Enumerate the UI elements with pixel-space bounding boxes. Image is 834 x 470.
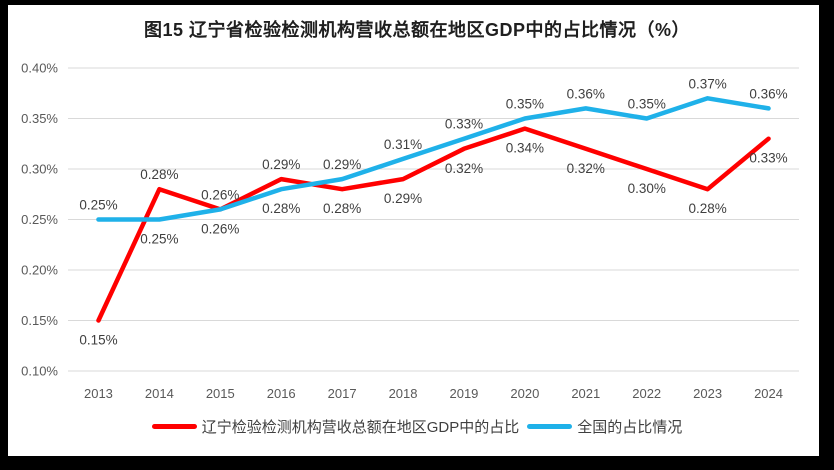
x-axis-tick-label: 2021 bbox=[571, 386, 600, 401]
data-label: 0.31% bbox=[384, 137, 422, 152]
x-axis-tick-label: 2013 bbox=[84, 386, 113, 401]
y-axis-tick-label: 0.40% bbox=[21, 61, 58, 76]
x-axis-tick-label: 2015 bbox=[206, 386, 235, 401]
data-label: 0.28% bbox=[262, 201, 300, 216]
data-label: 0.32% bbox=[445, 161, 483, 176]
y-axis-tick-label: 0.15% bbox=[21, 313, 58, 328]
legend-item-national: 全国的占比情况 bbox=[527, 416, 682, 437]
y-axis-tick-label: 0.20% bbox=[21, 263, 58, 278]
data-label: 0.28% bbox=[140, 167, 178, 182]
data-label: 0.28% bbox=[688, 201, 726, 216]
data-label: 0.26% bbox=[201, 187, 239, 202]
y-axis-tick-label: 0.25% bbox=[21, 212, 58, 227]
x-axis-tick-label: 2016 bbox=[267, 386, 296, 401]
x-axis-tick-label: 2022 bbox=[632, 386, 661, 401]
data-label: 0.36% bbox=[749, 86, 787, 101]
x-axis-tick-label: 2014 bbox=[145, 386, 174, 401]
chart-legend: 辽宁检验检测机构营收总额在地区GDP中的占比 全国的占比情况 bbox=[0, 416, 834, 437]
data-label: 0.29% bbox=[323, 157, 361, 172]
legend-label-liaoning: 辽宁检验检测机构营收总额在地区GDP中的占比 bbox=[201, 419, 520, 436]
x-axis-tick-label: 2023 bbox=[693, 386, 722, 401]
data-label: 0.32% bbox=[567, 161, 605, 176]
data-label: 0.29% bbox=[262, 157, 300, 172]
data-label: 0.25% bbox=[79, 198, 117, 213]
red-line-swatch-icon bbox=[151, 424, 197, 429]
y-axis-tick-label: 0.30% bbox=[21, 162, 58, 177]
chart-title: 图15 辽宁省检验检测机构营收总额在地区GDP中的占比情况（%） bbox=[143, 20, 691, 40]
data-label: 0.37% bbox=[688, 76, 726, 91]
x-axis-tick-label: 2018 bbox=[389, 386, 418, 401]
x-axis-tick-label: 2020 bbox=[510, 386, 539, 401]
data-label: 0.26% bbox=[201, 221, 239, 236]
blue-line-swatch-icon bbox=[527, 424, 573, 429]
data-label: 0.35% bbox=[506, 97, 544, 112]
x-axis-tick-label: 2019 bbox=[449, 386, 478, 401]
data-label: 0.36% bbox=[567, 86, 605, 101]
data-label: 0.28% bbox=[323, 201, 361, 216]
series-line-national bbox=[96, 96, 771, 222]
data-label: 0.33% bbox=[445, 117, 483, 132]
legend-label-national: 全国的占比情况 bbox=[577, 419, 683, 436]
data-label: 0.29% bbox=[384, 191, 422, 206]
data-label: 0.30% bbox=[628, 181, 666, 196]
data-label: 0.33% bbox=[749, 151, 787, 166]
data-label: 0.35% bbox=[628, 97, 666, 112]
y-axis-tick-label: 0.10% bbox=[21, 364, 58, 379]
series-line-liaoning bbox=[96, 126, 771, 323]
legend-item-liaoning: 辽宁检验检测机构营收总额在地区GDP中的占比 bbox=[151, 416, 520, 437]
y-axis-tick-label: 0.35% bbox=[21, 111, 58, 126]
x-axis-tick-label: 2017 bbox=[328, 386, 357, 401]
data-label: 0.34% bbox=[506, 141, 544, 156]
data-label: 0.15% bbox=[79, 333, 117, 348]
data-label: 0.25% bbox=[140, 232, 178, 247]
x-axis-tick-label: 2024 bbox=[754, 386, 783, 401]
